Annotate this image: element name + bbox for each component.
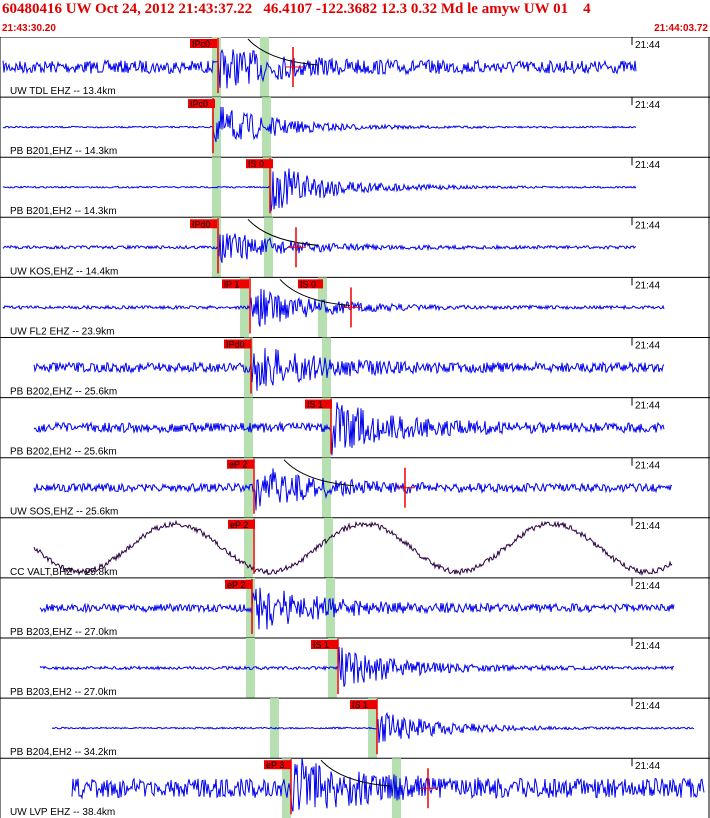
time-tick-label: 21:44 — [635, 521, 660, 532]
time-tick-label: 21:44 — [635, 581, 660, 592]
station-label: PB B202,EH2 -- 25.6km — [10, 447, 117, 458]
station-label: PB B204,EH2 -- 34.2km — [10, 747, 117, 758]
station-label: UW KOS,EHZ -- 14.4km — [10, 266, 118, 277]
event-title: 60480416 UW Oct 24, 2012 21:43:37.22 46.… — [2, 1, 591, 17]
time-tick-label: 21:44 — [635, 40, 660, 51]
phase-window-band — [260, 37, 269, 98]
waveform-trace[interactable] — [2, 48, 637, 89]
pick-label-box[interactable] — [190, 39, 217, 48]
time-tick-label: 21:44 — [635, 280, 660, 291]
pick-label: IS 0 — [248, 159, 264, 169]
waveform-trace[interactable] — [39, 646, 675, 687]
phase-window-band — [262, 97, 271, 158]
time-tick-label: 21:44 — [635, 341, 660, 352]
pick-label-box[interactable] — [227, 459, 254, 469]
time-tick-label: 21:44 — [635, 461, 660, 472]
pick-label-box[interactable] — [350, 700, 377, 710]
pick-label: eP 2 — [230, 520, 248, 530]
waveform-trace[interactable] — [33, 468, 673, 511]
station-label: CC VALT,BHZ -- 25.8km — [10, 567, 117, 578]
time-tick-label: 21:44 — [635, 701, 660, 712]
window-start-time: 21:43:30.20 — [2, 23, 56, 34]
pick-label: eP 3 — [266, 760, 284, 770]
phase-window-band — [246, 577, 255, 638]
pick-label-box[interactable] — [305, 399, 332, 409]
station-label: PB B202,EHZ -- 25.6km — [10, 387, 117, 398]
seismogram-panel[interactable]: IPc0 21:44 UW TDL EHZ -- 13.4km IPc0 21:44 PB… — [0, 37, 710, 818]
pick-label: IS 1 — [352, 700, 368, 710]
phase-window-band — [244, 517, 253, 578]
pick-label-box[interactable] — [264, 760, 291, 770]
phase-window-band — [244, 337, 253, 398]
station-label: PB B201,EHZ -- 14.3km — [10, 146, 117, 157]
waveform-trace[interactable] — [33, 519, 673, 577]
pick-label: IPc0 — [190, 99, 208, 109]
waveform-trace[interactable] — [2, 288, 665, 327]
phase-window-band — [212, 37, 221, 98]
pick-label-box[interactable] — [311, 640, 338, 649]
waveform-trace[interactable] — [2, 106, 637, 143]
phase-window-band — [264, 217, 273, 278]
pick-label-box[interactable] — [224, 339, 251, 349]
phase-window-band — [318, 277, 327, 338]
travel-time-curve — [320, 759, 392, 787]
event-header: 60480416 UW Oct 24, 2012 21:43:37.22 46.… — [0, 0, 710, 38]
travel-time-curve — [247, 38, 319, 66]
phase-window-band — [322, 457, 331, 518]
pick-label-box[interactable] — [225, 579, 252, 589]
pick-label-box[interactable] — [228, 519, 255, 529]
station-label: UW FL2 EHZ -- 23.9km — [10, 326, 114, 337]
phase-window-band — [240, 277, 249, 338]
waveform-trace[interactable] — [2, 233, 637, 263]
pick-label: IS 0 — [300, 279, 316, 289]
pick-label-box[interactable] — [188, 99, 215, 109]
time-tick-label: 21:44 — [635, 401, 660, 412]
time-tick-label: 21:44 — [635, 641, 660, 652]
pick-label: iP 1 — [224, 279, 239, 289]
travel-time-curve — [247, 218, 319, 246]
phase-window-band — [246, 638, 255, 699]
pick-label-box[interactable] — [298, 279, 323, 289]
phase-window-band — [324, 517, 333, 578]
pick-label-box[interactable] — [222, 279, 249, 289]
station-label: UW TDL EHZ -- 13.4km — [10, 86, 116, 97]
phase-window-band — [328, 638, 337, 699]
time-tick-label: 21:44 — [635, 100, 660, 111]
pick-label: IPc0 — [192, 39, 210, 49]
station-label: PB B201,EH2 -- 14.3km — [10, 206, 117, 217]
pick-label-box[interactable] — [190, 219, 217, 229]
pick-label: IPd0 — [226, 340, 245, 350]
pick-label: IPd0 — [192, 219, 211, 229]
waveform-trace[interactable] — [33, 402, 665, 456]
waveform-trace[interactable] — [2, 168, 637, 212]
pick-label: eP 2 — [227, 580, 245, 590]
time-tick-label: 21:44 — [635, 761, 660, 772]
time-tick-label: 21:44 — [635, 220, 660, 231]
station-label: PB B203,EHZ -- 27.0km — [10, 627, 117, 638]
waveform-trace[interactable] — [39, 587, 675, 630]
station-label: UW SOS,EHZ -- 25.6km — [10, 507, 118, 518]
pick-label: IS 1 — [307, 400, 323, 410]
pick-label: IS 1 — [313, 640, 329, 650]
pick-label: eP 2 — [229, 460, 247, 470]
travel-time-curve — [283, 459, 355, 487]
time-tick-label: 21:44 — [635, 160, 660, 171]
travel-time-curve — [279, 279, 351, 306]
pick-label-box[interactable] — [246, 159, 273, 169]
waveform-trace[interactable] — [33, 348, 665, 391]
station-label: UW LVP EHZ -- 38.4km — [10, 807, 115, 818]
waveform-trace[interactable] — [71, 758, 705, 812]
phase-window-band — [282, 758, 291, 818]
station-label: PB B203,EH2 -- 27.0km — [10, 687, 117, 698]
window-end-time: 21:44:03.72 — [654, 23, 708, 34]
waveform-trace[interactable] — [51, 711, 695, 743]
